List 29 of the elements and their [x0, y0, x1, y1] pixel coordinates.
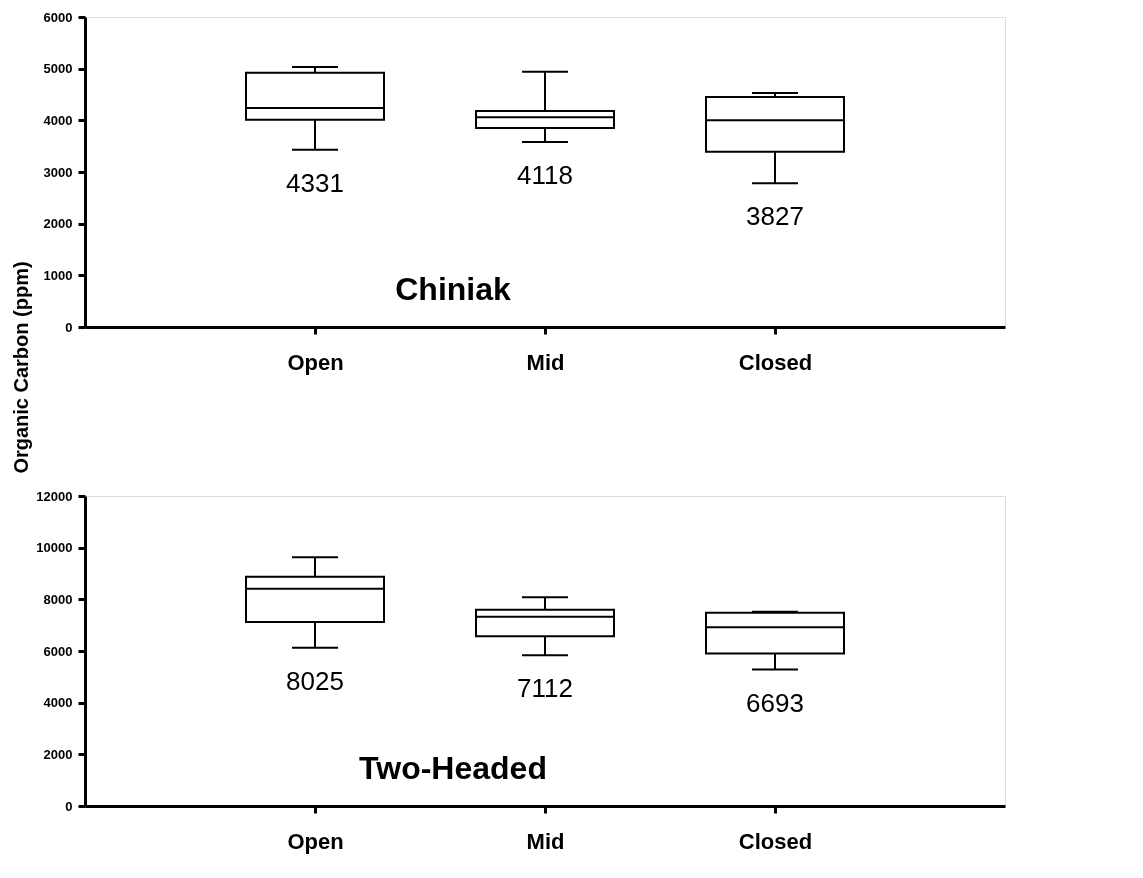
y-tick-label: 8000 [43, 591, 73, 607]
x-tick-label: Open [287, 349, 344, 375]
y-tick-label: 2000 [43, 746, 73, 762]
y-tick-label: 5000 [43, 61, 73, 77]
x-tick-label: Closed [738, 349, 813, 375]
x-tick-label: Open [287, 828, 344, 854]
y-tick-label: 4000 [43, 695, 73, 711]
y-tick-label: 1000 [43, 267, 73, 283]
y-tick-label: 6000 [43, 643, 73, 659]
y-tick-label: 6000 [43, 9, 73, 25]
y-tick-label: 0 [65, 319, 73, 335]
y-tick-label: 0 [65, 798, 73, 814]
annotation: 6693 [746, 687, 804, 718]
x-tick-label: Closed [738, 828, 813, 854]
annotation: 7112 [517, 673, 573, 704]
annotation: 3827 [746, 201, 804, 232]
annotation: 8025 [286, 665, 344, 696]
y-tick-label: 3000 [43, 164, 73, 180]
y-tick-label: 2000 [43, 216, 73, 232]
x-tick-label: Mid [526, 828, 565, 854]
y-tick-label: 4000 [43, 112, 73, 128]
text: Two-Headed [359, 749, 547, 786]
y-tick-label: 10000 [36, 540, 73, 556]
annotation: 4118 [517, 160, 573, 191]
y-axis-title: Organic Carbon (ppm) [9, 261, 32, 474]
annotation: 4331 [286, 167, 344, 198]
y-tick-label: 12000 [36, 488, 73, 504]
x-tick-label: Mid [526, 349, 565, 375]
text: Chiniak [395, 270, 511, 307]
